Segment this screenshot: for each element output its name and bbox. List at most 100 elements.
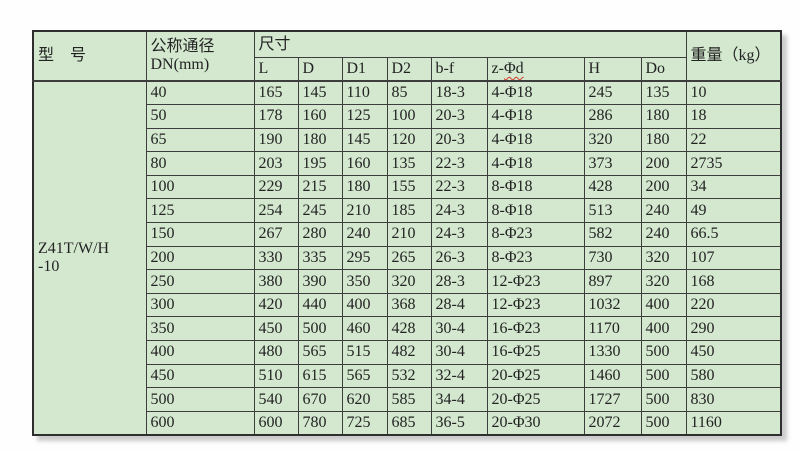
cell-l: 190 [253,127,299,153]
header-col-zd-prefix: z- [491,60,504,78]
cell-do: 240 [640,222,687,247]
table-row: Z41T/W/H -10 40 165 145 110 85 18-3 4-Φ18 245 135 1… [32,80,782,436]
header-col-l: L [253,57,299,82]
cell-weight: 168 [685,269,782,294]
cell-weight: 22 [685,127,782,153]
cell-bf: 28-3 [430,269,488,294]
cell-do: 240 [640,198,687,224]
cell-zd: 20-Φ25 [486,363,585,389]
cell-bf: 30-4 [430,316,488,342]
cell-zd: 4-Φ18 [486,151,585,176]
cell-do: 180 [640,127,687,153]
cell-d1: 400 [341,292,388,318]
cell-d2: 85 [386,80,432,106]
cell-d1: 240 [341,222,388,247]
cell-weight: 66.5 [685,222,782,247]
cell-d: 215 [297,174,343,200]
cell-d: 335 [297,245,343,271]
cell-dn: 600 [145,410,255,436]
cell-h: 373 [583,151,642,176]
cell-weight: 49 [685,198,782,224]
cell-d1: 145 [341,127,388,153]
cell-dn: 125 [145,198,255,224]
cell-do: 200 [640,174,687,200]
cell-l: 480 [253,340,299,365]
header-col-do: Do [640,57,687,82]
cell-do: 320 [640,245,687,271]
table-row: 450 510 615 565 532 32-4 20-Φ25 1460 500 580 [33,363,782,389]
cell-zd: 4-Φ18 [486,127,585,153]
cell-dn: 150 [145,222,255,247]
cell-d1: 725 [341,410,388,436]
cell-dn: 450 [145,363,255,389]
header-dn-line2: DN(mm) [150,56,210,73]
cell-d: 780 [297,410,343,436]
cell-zd: 8-Φ18 [486,174,585,200]
cell-weight: 107 [685,245,782,271]
header-size: 尺寸 [253,30,687,58]
cell-weight: 450 [685,340,782,365]
cell-d1: 210 [341,198,388,224]
table-row: 300 420 440 400 368 28-4 12-Φ23 1032 400 220 [33,292,782,318]
cell-d: 615 [297,363,343,389]
cell-d1: 180 [341,174,388,200]
cell-bf: 18-3 [430,80,488,106]
cell-h: 582 [583,222,642,247]
cell-l: 229 [253,174,299,200]
cell-h: 897 [583,269,642,294]
cell-bf: 24-3 [430,222,488,247]
cell-d1: 125 [341,104,388,129]
cell-d: 180 [297,127,343,153]
cell-d2: 155 [386,174,432,200]
cell-dn: 250 [145,269,255,294]
cell-zd: 4-Φ18 [486,104,585,129]
cell-dn: 100 [145,174,255,200]
cell-l: 380 [253,269,299,294]
cell-d1: 160 [341,151,388,176]
table-header: 型 号 公称通径 DN(mm) 尺寸 重量（kg） L D D1 D2 b-f … [32,30,782,82]
cell-bf: 22-3 [430,151,488,176]
cell-dn: 40 [145,80,255,106]
cell-d: 390 [297,269,343,294]
table-row: 400 480 565 515 482 30-4 16-Φ25 1330 500 450 [33,340,782,365]
table-row: 150 267 280 240 210 24-3 8-Φ23 582 240 66.5 [33,222,782,247]
cell-d: 565 [297,340,343,365]
cell-bf: 22-3 [430,174,488,200]
cell-d2: 210 [386,222,432,247]
cell-bf: 26-3 [430,245,488,271]
cell-h: 1170 [583,316,642,342]
cell-dn: 80 [145,151,255,176]
cell-d: 280 [297,222,343,247]
header-col-h: H [583,57,642,82]
cell-weight: 290 [685,316,782,342]
cell-d1: 460 [341,316,388,342]
cell-weight: 580 [685,363,782,389]
cell-bf: 36-5 [430,410,488,436]
cell-zd: 20-Φ25 [486,387,585,412]
cell-dn: 50 [145,104,255,129]
cell-h: 286 [583,104,642,129]
cell-d: 160 [297,104,343,129]
table-row: 80 203 195 160 135 22-3 4-Φ18 373 200 2735 [33,151,782,176]
cell-dn: 350 [145,316,255,342]
cell-zd: 16-Φ23 [486,316,585,342]
header-col-zd-suffix: Φd [503,60,524,78]
cell-h: 1330 [583,340,642,365]
cell-l: 450 [253,316,299,342]
cell-zd: 12-Φ23 [486,292,585,318]
cell-d2: 100 [386,104,432,129]
cell-d2: 185 [386,198,432,224]
cell-l: 510 [253,363,299,389]
cell-d: 500 [297,316,343,342]
table-row: 500 540 670 620 585 34-4 20-Φ25 1727 500 830 [33,387,782,412]
cell-h: 1032 [583,292,642,318]
table-row: 50 178 160 125 100 20-3 4-Φ18 286 180 18 [33,104,782,129]
cell-d: 195 [297,151,343,176]
cell-weight: 2735 [685,151,782,176]
cell-do: 320 [640,269,687,294]
cell-dn: 500 [145,387,255,412]
header-model: 型 号 [32,30,147,82]
cell-do: 180 [640,104,687,129]
cell-h: 245 [583,80,642,106]
